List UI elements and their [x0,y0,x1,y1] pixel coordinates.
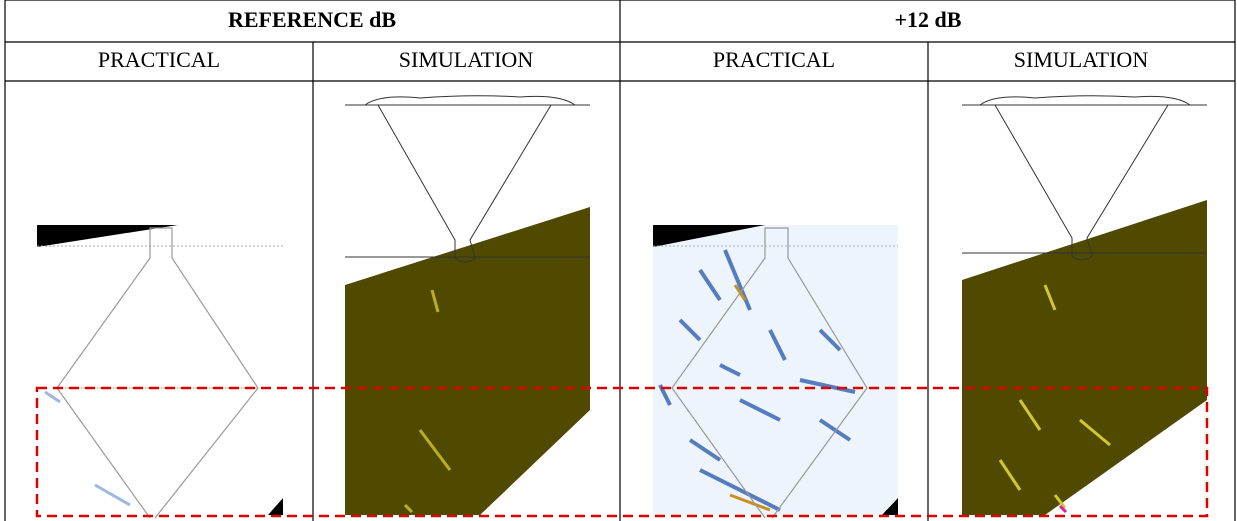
column-header: PRACTICAL [713,47,835,72]
column-header: SIMULATION [399,47,534,72]
table-grid [4,0,1236,521]
highlight-box [35,386,1209,518]
column-header: SIMULATION [1014,47,1149,72]
group-header: +12 dB [895,7,962,32]
practical-image [37,225,283,519]
group-header: REFERENCE dB [228,7,396,32]
practical-image [653,225,898,519]
simulation-image [962,95,1207,515]
column-header: PRACTICAL [98,47,220,72]
simulation-image [345,95,590,515]
